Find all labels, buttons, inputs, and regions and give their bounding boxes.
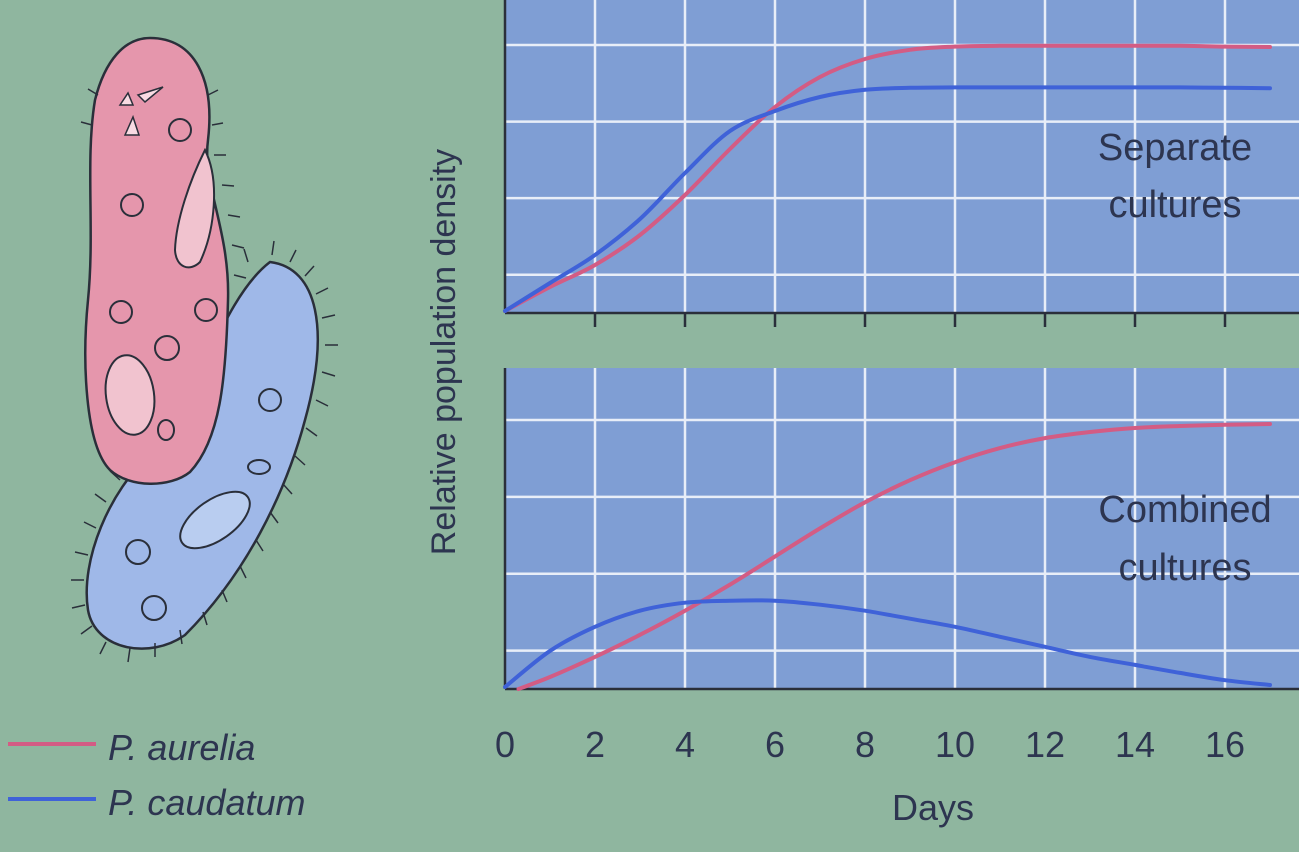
x-tick-label: 10	[935, 724, 975, 765]
series-line-caudatum	[503, 85, 1272, 313]
panel-annotation-line: cultures	[1118, 547, 1251, 589]
legend-item-caudatum: P. caudatum	[8, 782, 305, 823]
series-line-aurelia	[516, 422, 1272, 691]
legend: P. aurelia P. caudatum	[8, 727, 305, 823]
x-tick-label: 14	[1115, 724, 1155, 765]
panel-annotation-line: Combined	[1098, 489, 1271, 531]
series-line-aurelia	[503, 43, 1272, 313]
x-tick-label: 16	[1205, 724, 1245, 765]
panel-annotation-line: cultures	[1108, 184, 1241, 226]
paramecium-illustration	[71, 36, 338, 663]
chart-panel-1: Separate cultures	[503, 0, 1299, 327]
x-tick-label: 6	[765, 724, 785, 765]
chart-panel-2: Combined cultures 0 2 4 6 8 10 12 14 16	[495, 368, 1299, 765]
x-tick-label: 12	[1025, 724, 1065, 765]
x-axis-label: Days	[892, 787, 974, 828]
series-line-caudatum	[503, 598, 1272, 689]
grid	[505, 0, 1299, 313]
x-tick-label: 8	[855, 724, 875, 765]
x-tick-label: 2	[585, 724, 605, 765]
grid	[505, 368, 1299, 689]
x-tick-label: 4	[675, 724, 695, 765]
chart-panels: Separate cultures Combined cultures 0 2 4 6 8 10 1…	[495, 0, 1299, 765]
panel-annotation-line: Separate	[1098, 127, 1252, 169]
x-tick-label: 0	[495, 724, 515, 765]
legend-label-caudatum: P. caudatum	[108, 782, 305, 823]
legend-item-aurelia: P. aurelia	[8, 727, 255, 768]
paramecium-aurelia-icon	[80, 36, 247, 485]
y-axis-label: Relative population density	[425, 149, 463, 555]
legend-label-aurelia: P. aurelia	[108, 727, 255, 768]
